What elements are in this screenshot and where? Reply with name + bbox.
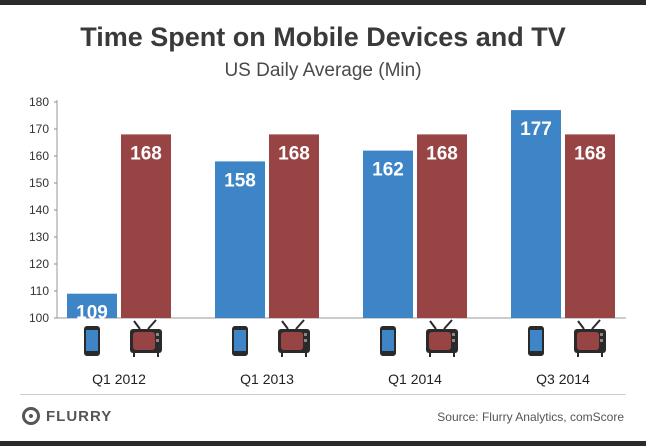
tv-icon: [426, 319, 458, 357]
y-tick-label: 100: [29, 311, 49, 325]
bar: [417, 134, 467, 318]
flurry-logo: FLURRY: [22, 407, 112, 425]
tv-icon: [574, 319, 606, 357]
bar: [363, 150, 413, 318]
bar: [121, 134, 171, 318]
mobile-phone-icon: [528, 326, 544, 356]
top-border: [0, 0, 646, 5]
bar-chart: 100 110 120 130 140 150 160 170 180 109 168 Q1 2012…: [29, 95, 626, 387]
bar-value-label: 158: [224, 170, 256, 191]
y-tick-label: 130: [29, 230, 49, 244]
x-category-label: Q3 2014: [536, 371, 590, 387]
tv-icon: [278, 319, 310, 357]
y-tick-label: 180: [29, 95, 49, 109]
bar: [215, 161, 265, 318]
mobile-phone-icon: [380, 326, 396, 356]
bar: [67, 293, 117, 318]
footer-divider: [20, 394, 626, 395]
bar-value-label: 162: [372, 160, 404, 181]
bar: [565, 134, 615, 318]
bar-value-label: 168: [574, 143, 606, 164]
y-tick-label: 110: [30, 284, 49, 298]
bar-value-label: 168: [426, 143, 458, 164]
chart-title: Time Spent on Mobile Devices and TV: [80, 22, 566, 52]
x-category-label: Q1 2014: [388, 371, 442, 387]
bar-value-label: 177: [520, 119, 552, 140]
bar: [269, 134, 319, 318]
bar-value-label: 168: [130, 143, 162, 164]
chart-subtitle: US Daily Average (Min): [224, 60, 422, 81]
y-tick-label: 140: [29, 203, 49, 217]
bar: [511, 110, 561, 318]
y-tick-label: 170: [29, 122, 49, 136]
tv-icon: [130, 319, 162, 357]
x-category-label: Q1 2013: [240, 371, 294, 387]
bar-value-label: 109: [76, 303, 108, 324]
x-category-label: Q1 2012: [92, 371, 146, 387]
logo-text: FLURRY: [46, 407, 113, 425]
y-tick-label: 150: [29, 176, 49, 190]
mobile-phone-icon: [84, 326, 100, 356]
bar-value-label: 168: [278, 143, 310, 164]
y-tick-label: 160: [29, 149, 49, 163]
mobile-phone-icon: [232, 326, 248, 356]
source-note: Source: Flurry Analytics, comScore: [437, 410, 624, 424]
bottom-border: [0, 441, 646, 446]
y-tick-label: 120: [29, 257, 49, 271]
flurry-logo-icon: [22, 407, 40, 425]
